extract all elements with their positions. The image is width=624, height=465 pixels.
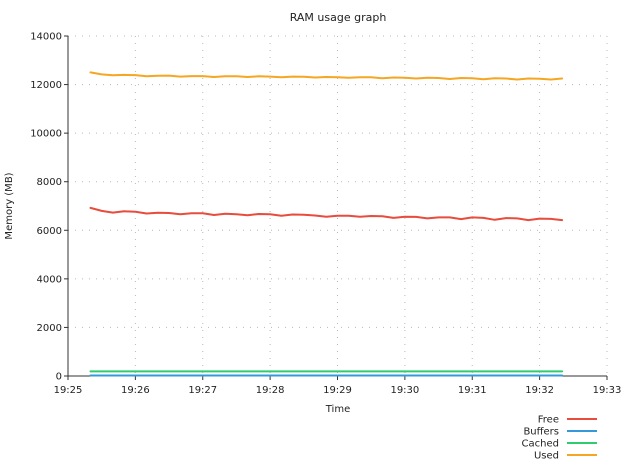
series-lines	[89, 71, 564, 377]
grid	[68, 35, 608, 376]
x-tick-label: 19:31	[458, 385, 487, 396]
y-axis-label: Memory (MB)	[4, 172, 15, 239]
y-tick-label: 8000	[37, 177, 62, 188]
chart-title: RAM usage graph	[290, 11, 387, 24]
legend-label-free: Free	[538, 415, 559, 426]
x-axis-label: Time	[325, 404, 350, 415]
legend-label-buffers: Buffers	[523, 427, 559, 438]
y-tick-label: 12000	[30, 80, 62, 91]
x-tick-label: 19:33	[593, 385, 622, 396]
series-line-used	[89, 71, 564, 81]
x-tick-label: 19:28	[256, 385, 285, 396]
x-tick-label: 19:29	[323, 385, 352, 396]
x-tick-label: 19:32	[525, 385, 554, 396]
y-tick-label: 14000	[30, 32, 62, 43]
x-tick-label: 19:25	[54, 385, 83, 396]
y-tick-label: 4000	[37, 274, 62, 285]
x-tick-label: 19:27	[188, 385, 217, 396]
y-tick-label: 2000	[37, 323, 62, 334]
x-tick-label: 19:30	[390, 385, 419, 396]
series-line-free	[89, 206, 564, 222]
legend-label-used: Used	[534, 451, 559, 462]
y-tick-label: 6000	[37, 226, 62, 237]
y-tick-label: 0	[56, 372, 62, 383]
axes: 0 2000 4000 6000 8000 10000 12000 14000 19:25 19:…	[30, 32, 621, 397]
legend-label-cached: Cached	[522, 439, 559, 450]
y-tick-label: 10000	[30, 129, 62, 140]
x-tick-label: 19:26	[121, 385, 150, 396]
